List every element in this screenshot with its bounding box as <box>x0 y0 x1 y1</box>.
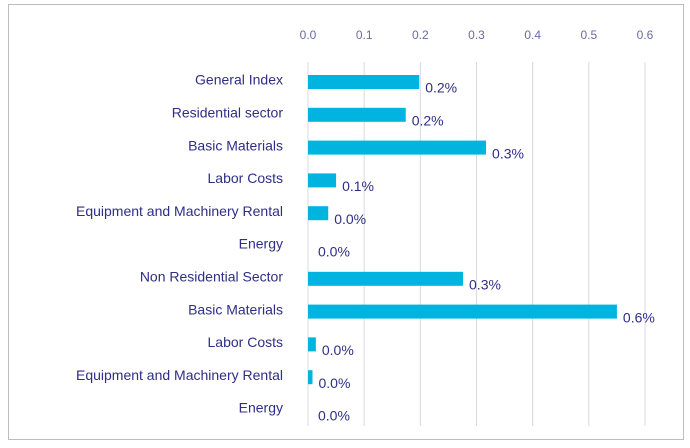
value-label: 0.0% <box>318 244 350 260</box>
category-label: Basic Materials <box>188 137 283 153</box>
x-tick-label: 0.4 <box>524 28 541 42</box>
bar <box>308 370 313 385</box>
value-label: 0.2% <box>425 80 457 96</box>
value-label: 0.0% <box>322 342 354 358</box>
bar <box>308 140 487 155</box>
bar <box>308 337 316 352</box>
category-label: Non Residential Sector <box>140 269 284 285</box>
value-label: 0.1% <box>342 178 374 194</box>
category-label: Energy <box>239 236 283 252</box>
x-tick-label: 0.6 <box>637 28 654 42</box>
category-label: Equipment and Machinery Rental <box>76 203 283 219</box>
category-label: Basic Materials <box>188 301 283 317</box>
value-label: 0.3% <box>469 277 501 293</box>
value-label: 0.3% <box>492 145 524 161</box>
bar <box>308 206 329 221</box>
bar <box>308 107 406 122</box>
x-tick-label: 0.2 <box>412 28 429 42</box>
category-label: Labor Costs <box>208 170 283 186</box>
x-tick-label: 0.5 <box>580 28 597 42</box>
value-label: 0.2% <box>412 113 444 129</box>
category-label: Equipment and Machinery Rental <box>76 367 283 383</box>
x-tick-label: 0.3 <box>468 28 485 42</box>
category-label: Residential sector <box>172 105 284 121</box>
x-tick-label: 0.0 <box>300 28 317 42</box>
category-label: General Index <box>195 72 283 88</box>
value-label: 0.0% <box>334 211 366 227</box>
x-tick-label: 0.1 <box>356 28 373 42</box>
bar <box>308 173 337 188</box>
value-label: 0.0% <box>318 375 350 391</box>
category-label: Energy <box>239 400 283 416</box>
category-label: Labor Costs <box>208 334 283 350</box>
bar <box>308 304 617 319</box>
bar <box>308 75 420 89</box>
bar <box>308 271 464 286</box>
value-label: 0.6% <box>623 309 655 325</box>
value-label: 0.0% <box>318 408 350 424</box>
